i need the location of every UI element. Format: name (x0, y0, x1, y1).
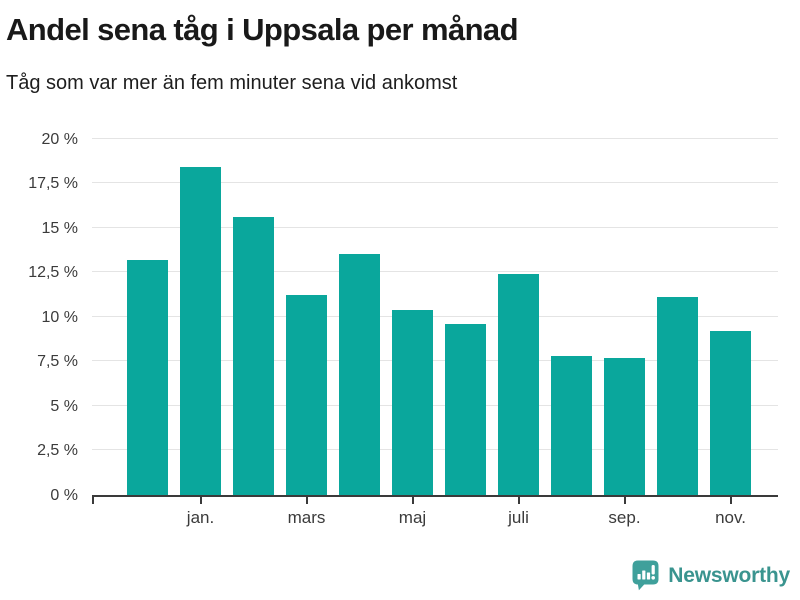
bar-column-okt. (657, 128, 698, 495)
bar (392, 309, 433, 495)
y-axis-tick-label: 20 % (41, 130, 78, 148)
bar (498, 273, 539, 495)
x-axis-tick (305, 496, 308, 504)
bar-column-juli: juli (498, 128, 539, 527)
bar-column-maj: maj (392, 128, 433, 527)
y-axis-tick-label: 7,5 % (37, 353, 78, 371)
bar-chart: 0 % 2,5 % 5 % 7,5 % 10 % 12,5 % 15 % 17,5 % 20 %… (0, 128, 800, 527)
bar (127, 259, 168, 495)
y-axis-tick-label: 0 % (50, 486, 78, 504)
bar (233, 216, 274, 495)
y-axis-tick-label: 2,5 % (37, 442, 78, 460)
x-axis-start-tick (92, 496, 94, 504)
bars-container: jan. mars maj juli sep. nov. (127, 128, 751, 527)
gridline (92, 404, 778, 406)
x-axis-tick-label: maj (398, 507, 427, 527)
x-axis-tick-label: sep. (608, 507, 641, 527)
bar (339, 254, 380, 495)
x-axis-tick-label: nov. (715, 507, 746, 527)
y-axis-tick-label: 10 % (41, 308, 78, 326)
newsworthy-bubble-chart-icon (632, 560, 659, 591)
x-axis-tick-label: jan. (186, 507, 215, 527)
gridline (92, 226, 778, 228)
bar-column-apr. (339, 128, 380, 495)
bar (604, 357, 645, 495)
bar (286, 295, 327, 495)
gridline (92, 315, 778, 317)
bar (551, 355, 592, 495)
bar-column-sep.: sep. (604, 128, 645, 527)
gridline (92, 182, 778, 184)
newsworthy-wordmark: Newsworthy (668, 563, 790, 587)
y-axis-tick-label: 12,5 % (28, 264, 78, 282)
y-axis-tick-label: 17,5 % (28, 175, 78, 193)
bar-column-mars: mars (286, 128, 327, 527)
x-axis-tick (517, 496, 520, 504)
plot-area: jan. mars maj juli sep. nov. (92, 128, 778, 527)
bar-column-feb. (233, 128, 274, 495)
y-axis-tick-label: 5 % (50, 397, 78, 415)
chart-header: Andel sena tåg i Uppsala per månad Tåg s… (0, 0, 800, 95)
gridline (92, 271, 778, 273)
chart-subtitle: Tåg som var mer än fem minuter sena vid … (6, 71, 458, 94)
bar-column-aug. (551, 128, 592, 495)
gridline (92, 449, 778, 451)
gridline (92, 137, 778, 139)
bar (657, 297, 698, 495)
y-axis-tick-label: 15 % (41, 219, 78, 237)
x-axis-tick (623, 496, 626, 504)
bar-column-nov.: nov. (710, 128, 751, 527)
gridline (92, 360, 778, 362)
x-axis-tick-label: juli (508, 507, 529, 527)
x-axis-tick (199, 496, 202, 504)
bar-column-dec. (127, 128, 168, 495)
newsworthy-logo: Newsworthy (632, 560, 790, 591)
bar-column-jan.: jan. (180, 128, 221, 527)
bar-column-juni (445, 128, 486, 495)
bar (710, 330, 751, 495)
x-axis-tick-label: mars (287, 507, 326, 527)
x-axis-tick (729, 496, 732, 504)
chart-title: Andel sena tåg i Uppsala per månad (6, 12, 519, 47)
x-axis-tick (411, 496, 414, 504)
bar (180, 167, 221, 495)
y-axis: 0 % 2,5 % 5 % 7,5 % 10 % 12,5 % 15 % 17,5 % 20 % (0, 128, 92, 504)
bar (445, 323, 486, 495)
